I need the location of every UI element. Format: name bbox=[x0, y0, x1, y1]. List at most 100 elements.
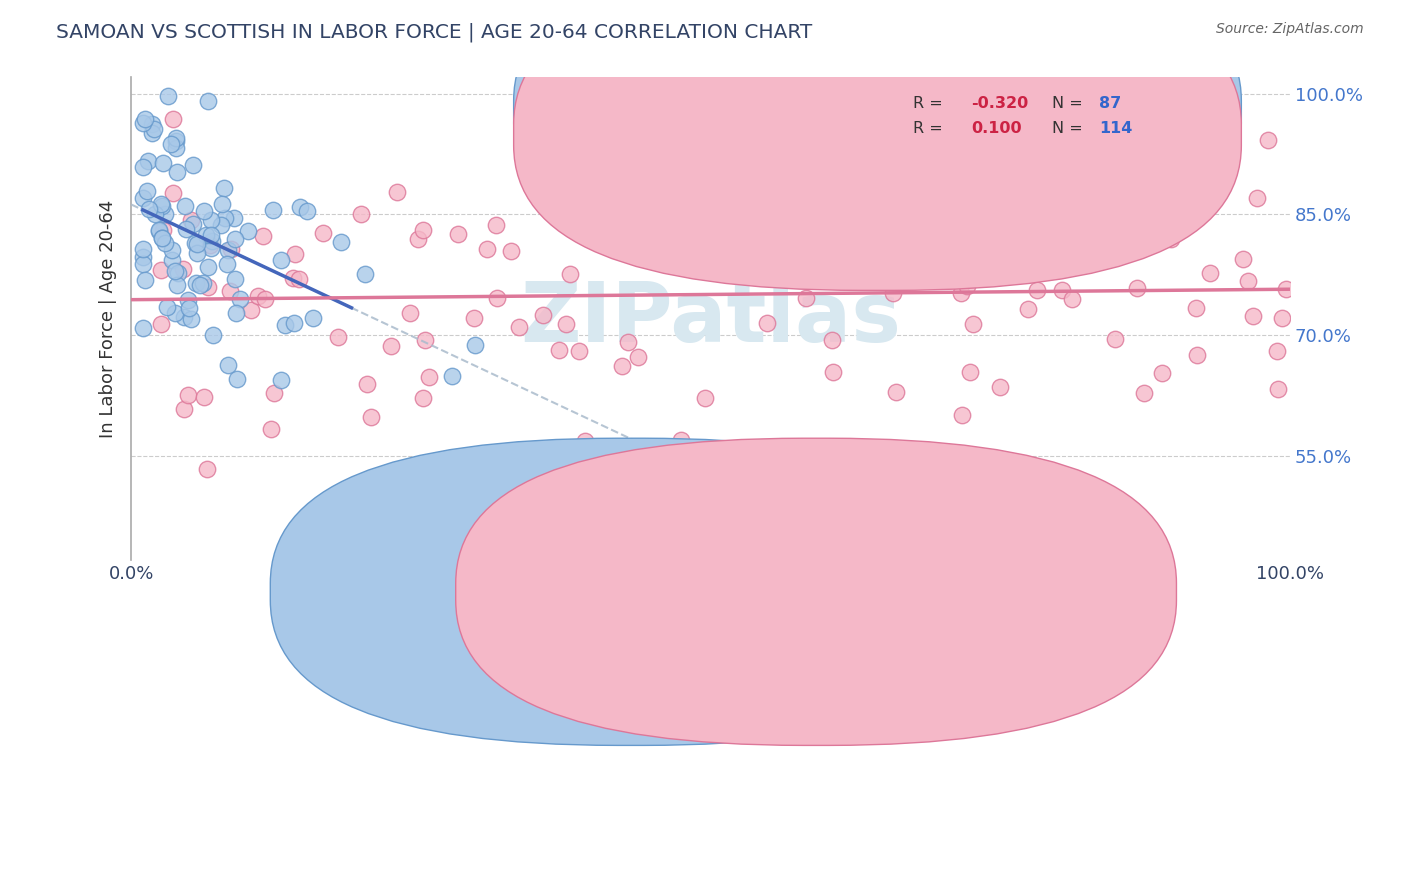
Point bbox=[148, 224, 170, 238]
Point bbox=[165, 134, 187, 148]
Point bbox=[301, 310, 323, 325]
FancyBboxPatch shape bbox=[513, 0, 1241, 291]
Text: 0.100: 0.100 bbox=[972, 121, 1022, 136]
Point bbox=[226, 372, 249, 386]
Point bbox=[1267, 382, 1289, 396]
Point bbox=[865, 194, 887, 209]
Point bbox=[274, 318, 297, 333]
Point bbox=[360, 409, 382, 424]
Point bbox=[138, 202, 160, 216]
Point bbox=[211, 197, 233, 211]
Point bbox=[882, 285, 904, 300]
Point bbox=[1211, 181, 1233, 195]
Point bbox=[283, 317, 305, 331]
Text: N =: N = bbox=[1053, 95, 1088, 111]
Point bbox=[166, 278, 188, 293]
Point bbox=[330, 235, 353, 249]
Point bbox=[1271, 311, 1294, 326]
Point bbox=[150, 199, 173, 213]
Point bbox=[689, 260, 711, 274]
Point bbox=[195, 228, 218, 243]
Point bbox=[668, 240, 690, 254]
Point bbox=[179, 301, 201, 316]
Point bbox=[177, 293, 200, 308]
Point bbox=[1050, 283, 1073, 297]
Point bbox=[354, 268, 377, 282]
Point bbox=[180, 311, 202, 326]
Point bbox=[148, 223, 170, 237]
Point bbox=[173, 402, 195, 417]
Point bbox=[143, 207, 166, 221]
Point bbox=[177, 388, 200, 402]
Point bbox=[180, 213, 202, 227]
Point bbox=[224, 211, 246, 225]
Point bbox=[263, 386, 285, 401]
Point bbox=[794, 292, 817, 306]
Point bbox=[1104, 332, 1126, 346]
Point bbox=[134, 112, 156, 127]
Point bbox=[554, 317, 576, 331]
Point bbox=[270, 252, 292, 267]
Point bbox=[181, 217, 204, 231]
Point bbox=[270, 373, 292, 387]
Point bbox=[860, 246, 883, 260]
Point bbox=[172, 262, 194, 277]
Point bbox=[418, 369, 440, 384]
Point bbox=[821, 333, 844, 347]
Point bbox=[198, 237, 221, 252]
Point bbox=[569, 211, 592, 225]
Point bbox=[903, 196, 925, 211]
Point bbox=[155, 206, 177, 220]
Point bbox=[1026, 284, 1049, 298]
Point bbox=[150, 230, 173, 244]
Point bbox=[252, 229, 274, 244]
Text: Samoans: Samoans bbox=[658, 582, 735, 601]
Point bbox=[188, 278, 211, 293]
Point bbox=[295, 204, 318, 219]
Point bbox=[201, 234, 224, 248]
Point bbox=[186, 246, 208, 260]
Point bbox=[647, 156, 669, 170]
Point bbox=[155, 236, 177, 251]
Point bbox=[200, 213, 222, 227]
Point bbox=[1133, 385, 1156, 400]
Point bbox=[132, 257, 155, 271]
Point bbox=[1184, 301, 1206, 316]
Point bbox=[412, 223, 434, 237]
Point bbox=[162, 186, 184, 201]
Point bbox=[225, 305, 247, 319]
Point bbox=[152, 156, 174, 170]
Point bbox=[209, 218, 232, 232]
Point bbox=[1088, 486, 1111, 500]
Point bbox=[1043, 248, 1066, 262]
Point bbox=[949, 285, 972, 300]
FancyBboxPatch shape bbox=[456, 438, 1177, 746]
Point bbox=[531, 308, 554, 322]
Point bbox=[574, 434, 596, 448]
Point bbox=[156, 88, 179, 103]
Text: Source: ZipAtlas.com: Source: ZipAtlas.com bbox=[1216, 22, 1364, 37]
Point bbox=[669, 434, 692, 448]
Point bbox=[1038, 180, 1060, 194]
Point bbox=[132, 250, 155, 264]
Point bbox=[290, 201, 312, 215]
Point bbox=[609, 236, 631, 251]
Point bbox=[247, 289, 270, 303]
Point bbox=[201, 327, 224, 342]
Point bbox=[165, 131, 187, 145]
Point bbox=[413, 333, 436, 347]
Point bbox=[756, 316, 779, 330]
Point bbox=[508, 320, 530, 334]
Point bbox=[1265, 344, 1288, 359]
Point bbox=[408, 232, 430, 246]
Point bbox=[224, 232, 246, 246]
Point bbox=[617, 334, 640, 349]
Point bbox=[238, 224, 260, 238]
Point bbox=[214, 211, 236, 225]
Point bbox=[412, 391, 434, 405]
Point bbox=[1246, 191, 1268, 205]
Point bbox=[464, 338, 486, 352]
Point bbox=[135, 185, 157, 199]
Point bbox=[463, 311, 485, 326]
Point bbox=[568, 343, 591, 358]
